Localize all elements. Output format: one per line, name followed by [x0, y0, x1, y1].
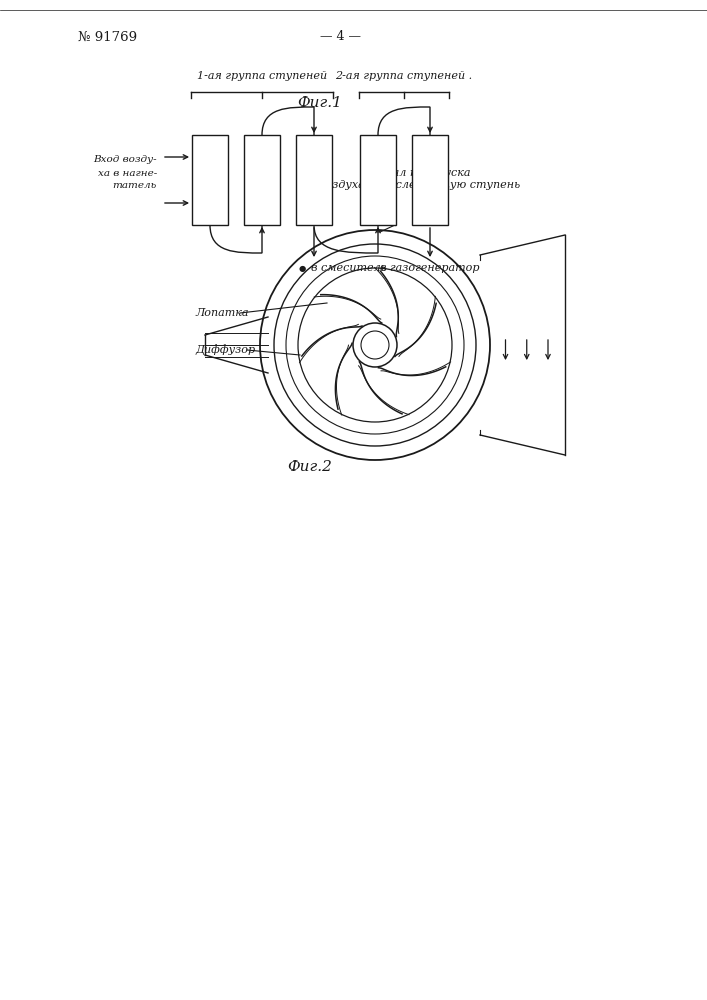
Text: Фиг.2: Фиг.2 — [288, 460, 332, 474]
Text: — 4 —: — 4 — — [320, 30, 361, 43]
Bar — [296, 135, 332, 225]
Text: воздуха  в последующую ступень: воздуха в последующую ступень — [320, 180, 520, 190]
Text: 2-ая группа ступеней .: 2-ая группа ступеней . — [335, 71, 472, 81]
Text: в газогенератор: в газогенератор — [380, 263, 480, 273]
Text: Диффузор: Диффузор — [195, 345, 255, 355]
Text: в смеситель: в смеситель — [311, 263, 387, 273]
Text: Лопатка: Лопатка — [195, 308, 248, 318]
Text: татель: татель — [112, 182, 157, 190]
Text: Фиг.1: Фиг.1 — [298, 96, 342, 110]
Text: 1-ая группа ступеней: 1-ая группа ступеней — [197, 71, 327, 81]
Bar — [360, 135, 396, 225]
Bar — [192, 135, 228, 225]
Text: Канал перепуска: Канал перепуска — [370, 168, 470, 178]
Bar — [244, 135, 280, 225]
Text: № 91769: № 91769 — [78, 30, 137, 43]
Text: ха в нагне-: ха в нагне- — [98, 168, 157, 178]
Text: Вход возду-: Вход возду- — [93, 155, 157, 164]
Text: ●: ● — [299, 263, 306, 272]
Bar — [412, 135, 448, 225]
